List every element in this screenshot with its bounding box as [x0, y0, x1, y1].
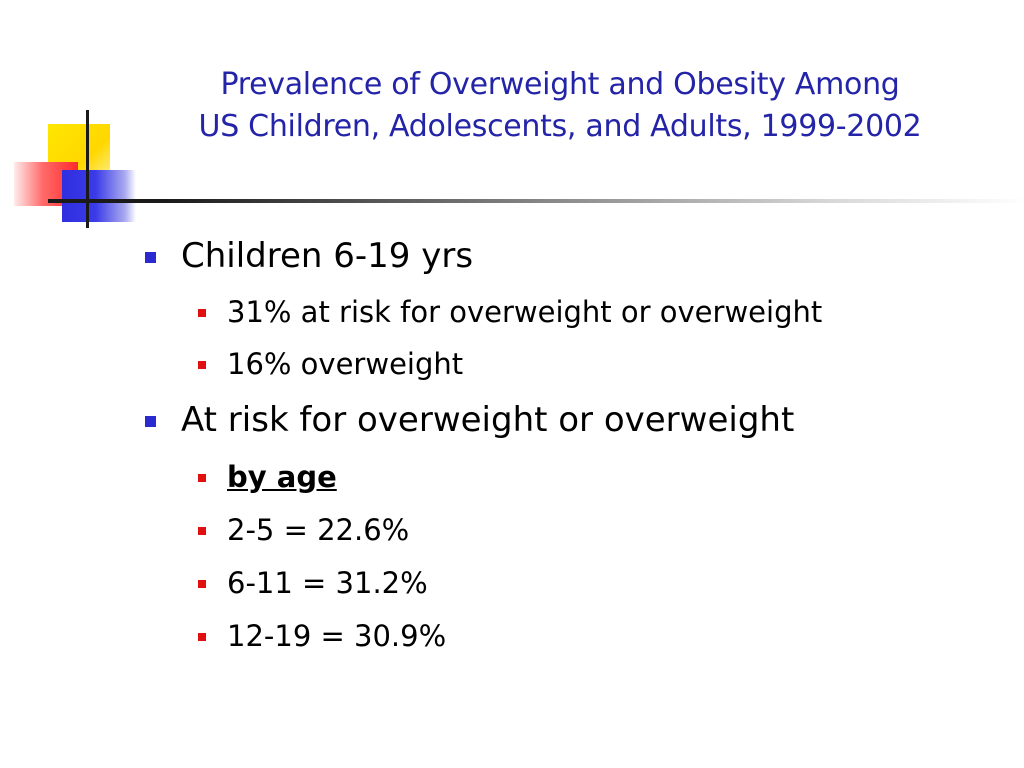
bullet-text: At risk for overweight or overweight	[181, 400, 795, 440]
sub-bullet-text: 16% overweight	[227, 347, 464, 381]
decorative-vertical-line	[86, 110, 89, 228]
square-bullet-icon	[198, 309, 206, 317]
title-line-2: US Children, Adolescents, and Adults, 19…	[198, 109, 922, 144]
square-bullet-icon	[198, 633, 206, 641]
sub-bullet-text: 2-5 = 22.6%	[227, 513, 410, 547]
bullet-text: Children 6-19 yrs	[181, 236, 474, 276]
sub-bullet-text: 12-19 = 30.9%	[227, 619, 447, 653]
sub-bullet-text: 6-11 = 31.2%	[227, 566, 428, 600]
title-divider-line	[48, 199, 1024, 203]
square-bullet-icon	[145, 416, 156, 427]
square-bullet-icon	[145, 252, 156, 263]
square-bullet-icon	[198, 527, 206, 535]
slide-title: Prevalence of Overweight and Obesity Amo…	[110, 64, 1010, 148]
square-bullet-icon	[198, 361, 206, 369]
decorative-blue-square	[62, 170, 136, 222]
sub-bullet-text: by age	[227, 460, 337, 494]
square-bullet-icon	[198, 474, 206, 482]
title-line-1: Prevalence of Overweight and Obesity Amo…	[220, 67, 900, 102]
square-bullet-icon	[198, 580, 206, 588]
sub-bullet-text: 31% at risk for overweight or overweight	[227, 295, 823, 329]
